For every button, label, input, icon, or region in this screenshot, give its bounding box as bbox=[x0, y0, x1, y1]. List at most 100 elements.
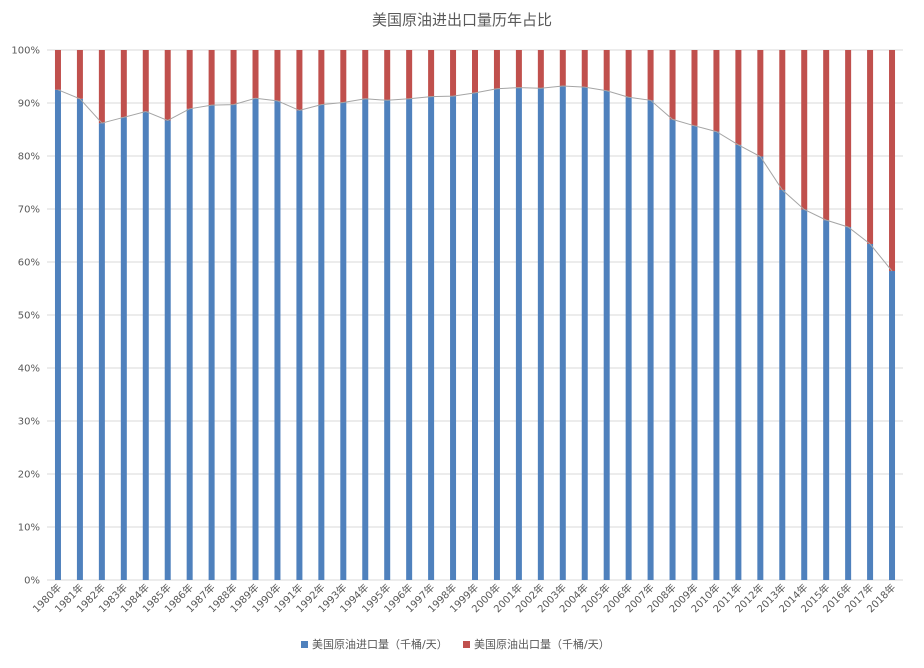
bar-import bbox=[450, 96, 457, 581]
trend-line bbox=[57, 85, 893, 272]
bar-import bbox=[384, 100, 391, 580]
bar-import bbox=[867, 243, 874, 581]
y-tick-label: 90% bbox=[18, 99, 40, 110]
bar-export bbox=[120, 50, 127, 118]
bar-export bbox=[186, 50, 193, 109]
y-tick-label: 30% bbox=[18, 417, 40, 428]
bar-export bbox=[801, 50, 808, 210]
bar-export bbox=[164, 50, 171, 121]
bars bbox=[54, 50, 896, 581]
bar-export bbox=[208, 50, 215, 106]
y-tick-label: 70% bbox=[18, 205, 40, 216]
bar-import bbox=[691, 125, 698, 580]
bar-export bbox=[823, 50, 830, 221]
bar-export bbox=[318, 50, 325, 105]
bar-export bbox=[735, 50, 742, 145]
bar-export bbox=[779, 50, 786, 190]
bar-export bbox=[406, 50, 413, 99]
bar-import bbox=[493, 88, 500, 580]
bar-import bbox=[318, 104, 325, 580]
bar-export bbox=[537, 50, 544, 89]
bar-import bbox=[845, 227, 852, 580]
bar-import bbox=[296, 110, 303, 581]
bar-import bbox=[362, 98, 369, 580]
bar-export bbox=[340, 50, 347, 103]
bar-export bbox=[691, 50, 698, 126]
bar-import bbox=[559, 86, 566, 580]
bar-import bbox=[428, 96, 435, 580]
bar-export bbox=[98, 50, 105, 124]
bar-export bbox=[274, 50, 281, 101]
bar-import bbox=[515, 87, 522, 580]
y-tick-label: 10% bbox=[18, 523, 40, 534]
legend-label-import: 美国原油进口量（千桶/天） bbox=[312, 637, 448, 651]
bar-export bbox=[515, 50, 522, 88]
bar-export bbox=[625, 50, 632, 98]
bar-import bbox=[208, 105, 215, 581]
bar-import bbox=[252, 98, 259, 580]
bar-import bbox=[779, 189, 786, 581]
bar-export bbox=[757, 50, 764, 157]
bar-import bbox=[713, 131, 720, 580]
bar-export bbox=[472, 50, 478, 93]
bar-import bbox=[823, 220, 830, 580]
y-tick-label: 80% bbox=[18, 152, 40, 163]
bar-export bbox=[384, 50, 391, 101]
bar-import bbox=[537, 88, 544, 580]
bar-import bbox=[142, 111, 149, 580]
bar-export bbox=[603, 50, 610, 91]
bar-export bbox=[713, 50, 720, 132]
bar-export bbox=[845, 50, 852, 228]
bar-import bbox=[164, 120, 171, 581]
bar-import bbox=[625, 97, 632, 581]
bar-export bbox=[669, 50, 676, 120]
bar-import bbox=[76, 98, 83, 580]
bar-export bbox=[142, 50, 149, 112]
bar-export bbox=[647, 50, 654, 101]
y-tick-label: 40% bbox=[18, 364, 40, 375]
bar-export bbox=[889, 50, 896, 272]
bar-import bbox=[801, 209, 808, 580]
bar-import bbox=[647, 100, 654, 580]
bar-import bbox=[406, 98, 413, 580]
legend-swatch-import bbox=[301, 641, 308, 648]
trend-line-layer bbox=[57, 85, 893, 272]
bar-import bbox=[120, 117, 127, 580]
bar-import bbox=[230, 104, 237, 580]
bar-import bbox=[757, 156, 764, 580]
bar-import bbox=[186, 108, 193, 580]
legend-swatch-export bbox=[463, 641, 470, 648]
y-tick-label: 50% bbox=[18, 311, 40, 322]
legend-label-export: 美国原油出口量（千桶/天） bbox=[474, 637, 610, 651]
legend: 美国原油进口量（千桶/天） 美国原油出口量（千桶/天） bbox=[301, 637, 610, 651]
bar-import bbox=[889, 271, 896, 580]
bar-export bbox=[54, 50, 61, 90]
bar-export bbox=[296, 50, 303, 111]
bar-import bbox=[472, 92, 478, 581]
bar-export bbox=[362, 50, 369, 99]
bar-import bbox=[98, 123, 105, 580]
y-axis-ticks: 0% 10% 20% 30% 40% 50% 60% 70% 80% 90% 100% bbox=[11, 46, 40, 587]
chart-title: 美国原油进出口量历年占比 bbox=[372, 11, 552, 29]
bar-import bbox=[274, 100, 281, 580]
bar-import bbox=[603, 90, 610, 580]
y-tick-label: 100% bbox=[11, 46, 40, 57]
bar-export bbox=[559, 50, 566, 87]
bar-import bbox=[669, 119, 676, 581]
bar-import bbox=[735, 144, 742, 580]
bar-export bbox=[450, 50, 457, 97]
bar-export bbox=[867, 50, 874, 244]
bar-import bbox=[54, 89, 61, 580]
bar-import bbox=[340, 102, 347, 580]
bar-export bbox=[76, 50, 83, 99]
bar-import bbox=[581, 87, 588, 580]
bar-export bbox=[428, 50, 435, 97]
y-tick-label: 60% bbox=[18, 258, 40, 269]
bar-export bbox=[230, 50, 237, 105]
bar-export bbox=[581, 50, 588, 88]
y-tick-label: 20% bbox=[18, 470, 40, 481]
y-tick-label: 0% bbox=[24, 576, 40, 587]
